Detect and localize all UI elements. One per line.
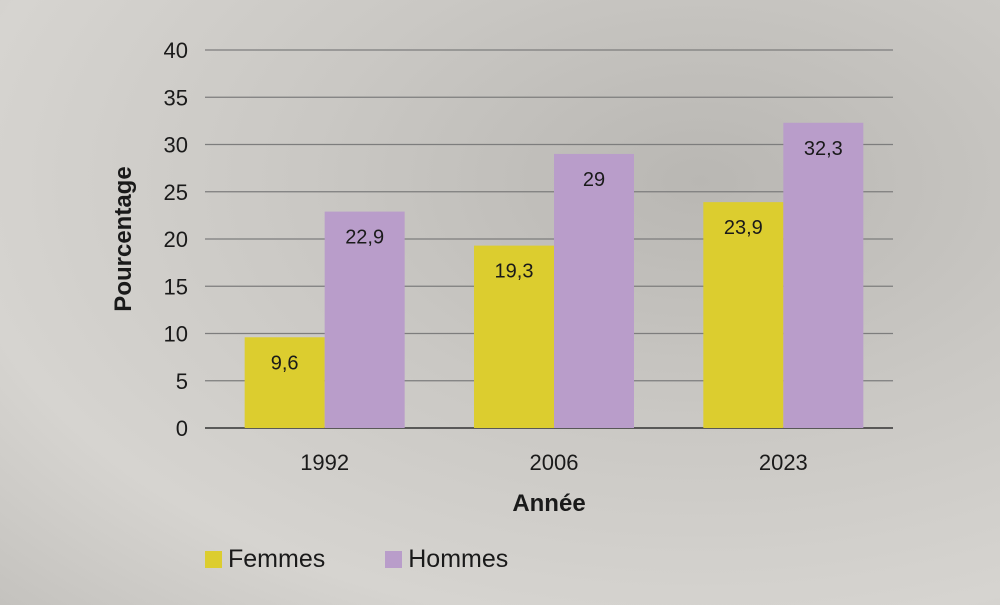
y-axis-title: Pourcentage xyxy=(110,166,137,311)
bar-femmes-1992 xyxy=(244,337,325,428)
bar-hommes-2023 xyxy=(783,122,864,428)
x-axis-title: Année xyxy=(512,490,585,517)
x-tick-label: 1992 xyxy=(300,450,349,475)
data-label: 19,3 xyxy=(495,261,534,283)
y-tick-label: 20 xyxy=(164,227,188,252)
y-tick-label: 5 xyxy=(176,369,188,394)
y-tick-label: 40 xyxy=(164,38,188,63)
legend-label-hommes: Hommes xyxy=(408,545,509,573)
bar-hommes-2006 xyxy=(554,153,634,428)
y-tick-label: 30 xyxy=(164,133,188,158)
bar-hommes-1992 xyxy=(324,211,405,428)
legend: Femmes Hommes xyxy=(205,545,508,574)
y-tick-label: 0 xyxy=(176,416,188,441)
legend-swatch-hommes xyxy=(385,551,403,568)
bar-femmes-2023 xyxy=(703,202,784,428)
data-label: 32,3 xyxy=(804,138,843,160)
data-label: 23,9 xyxy=(724,217,763,239)
legend-item-femmes: Femmes xyxy=(205,545,325,574)
legend-swatch-femmes xyxy=(205,551,222,568)
legend-label-femmes: Femmes xyxy=(228,545,326,573)
data-label: 22,9 xyxy=(345,227,384,249)
x-tick-label: 2023 xyxy=(759,450,808,475)
y-tick-label: 10 xyxy=(164,322,188,347)
bar-femmes-2006 xyxy=(474,245,554,428)
y-tick-label: 15 xyxy=(164,274,188,299)
data-label: 9,6 xyxy=(271,352,299,374)
legend-item-hommes: Hommes xyxy=(385,545,508,574)
x-tick-label: 2006 xyxy=(530,450,579,475)
data-label: 29 xyxy=(583,169,605,191)
y-tick-label: 25 xyxy=(164,180,188,205)
y-tick-label: 35 xyxy=(164,85,188,110)
